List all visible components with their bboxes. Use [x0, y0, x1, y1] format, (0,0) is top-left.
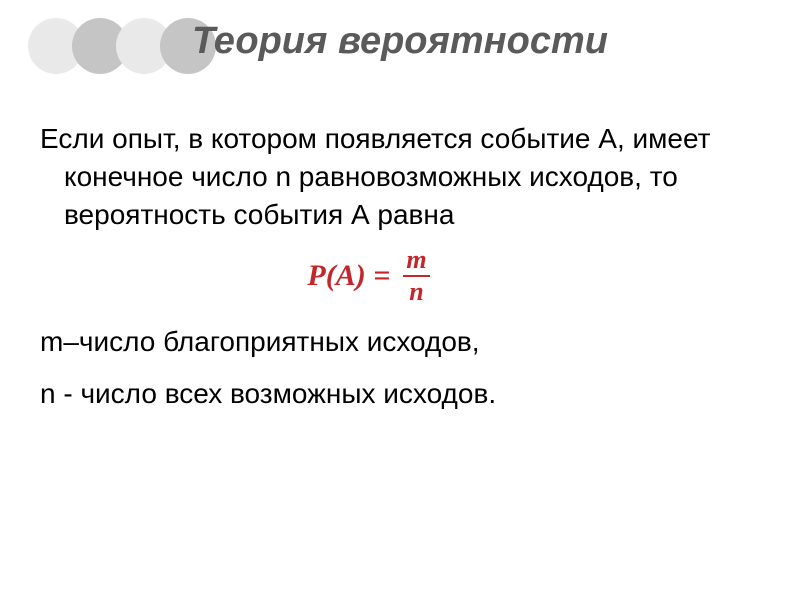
content-area: Если опыт, в котором появляется событие …: [40, 120, 760, 427]
page-title: Теория вероятности: [0, 20, 800, 63]
formula-denominator: n: [403, 275, 429, 305]
formula-numerator: m: [400, 247, 432, 275]
definition-n: n - число всех возможных исходов.: [40, 375, 760, 413]
formula-fraction: m n: [400, 247, 432, 305]
formula-lhs: P(A) =: [307, 259, 390, 293]
paragraph-intro: Если опыт, в котором появляется событие …: [40, 120, 760, 233]
definitions: m–число благоприятных исходов, n - число…: [40, 323, 760, 413]
definition-m: m–число благоприятных исходов,: [40, 323, 760, 361]
formula: P(A) = m n: [10, 247, 730, 305]
